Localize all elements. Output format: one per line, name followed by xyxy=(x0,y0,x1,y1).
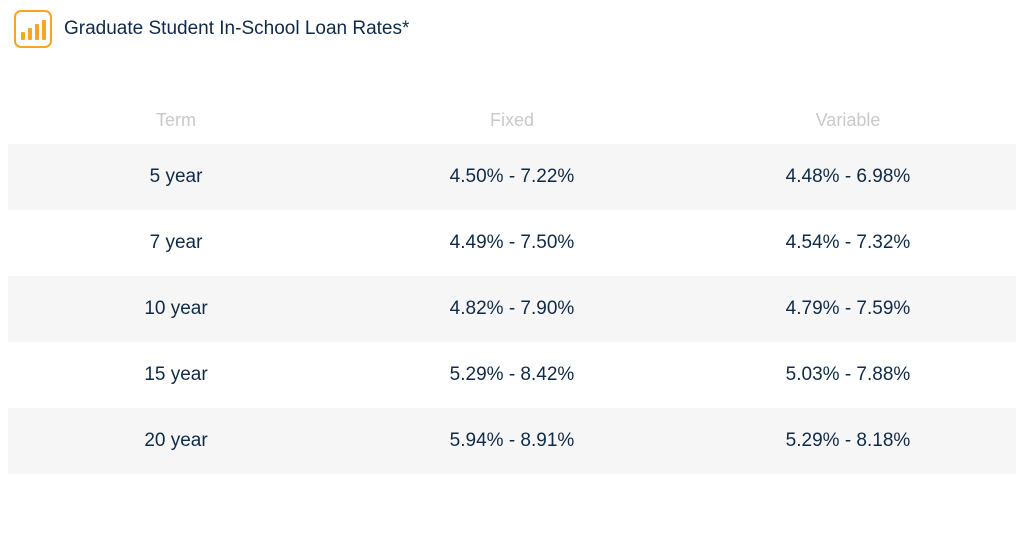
cell-fixed: 5.29% - 8.42% xyxy=(344,364,680,386)
cell-fixed: 4.82% - 7.90% xyxy=(344,298,680,320)
cell-variable: 4.79% - 7.59% xyxy=(680,298,1016,320)
cell-variable: 5.29% - 8.18% xyxy=(680,430,1016,452)
cell-fixed: 4.49% - 7.50% xyxy=(344,232,680,254)
table-header-row: Term Fixed Variable xyxy=(8,96,1016,144)
table-row: 5 year 4.50% - 7.22% 4.48% - 6.98% xyxy=(8,144,1016,210)
cell-fixed: 5.94% - 8.91% xyxy=(344,430,680,452)
table-row: 10 year 4.82% - 7.90% 4.79% - 7.59% xyxy=(8,276,1016,342)
icon-bar xyxy=(21,32,25,40)
cell-term: 5 year xyxy=(8,166,344,188)
section-title: Graduate Student In-School Loan Rates* xyxy=(64,18,409,40)
rates-table: Term Fixed Variable 5 year 4.50% - 7.22%… xyxy=(8,96,1016,474)
cell-fixed: 4.50% - 7.22% xyxy=(344,166,680,188)
bar-chart-icon xyxy=(14,10,52,48)
cell-term: 15 year xyxy=(8,364,344,386)
icon-bar xyxy=(28,28,32,40)
cell-term: 10 year xyxy=(8,298,344,320)
column-header-variable: Variable xyxy=(680,110,1016,131)
column-header-term: Term xyxy=(8,110,344,131)
icon-bar xyxy=(35,24,39,40)
cell-variable: 4.48% - 6.98% xyxy=(680,166,1016,188)
cell-term: 20 year xyxy=(8,430,344,452)
table-row: 15 year 5.29% - 8.42% 5.03% - 7.88% xyxy=(8,342,1016,408)
section-header: Graduate Student In-School Loan Rates* xyxy=(8,10,1016,48)
cell-variable: 4.54% - 7.32% xyxy=(680,232,1016,254)
column-header-fixed: Fixed xyxy=(344,110,680,131)
cell-term: 7 year xyxy=(8,232,344,254)
table-row: 20 year 5.94% - 8.91% 5.29% - 8.18% xyxy=(8,408,1016,474)
cell-variable: 5.03% - 7.88% xyxy=(680,364,1016,386)
table-row: 7 year 4.49% - 7.50% 4.54% - 7.32% xyxy=(8,210,1016,276)
icon-bar xyxy=(42,20,46,40)
